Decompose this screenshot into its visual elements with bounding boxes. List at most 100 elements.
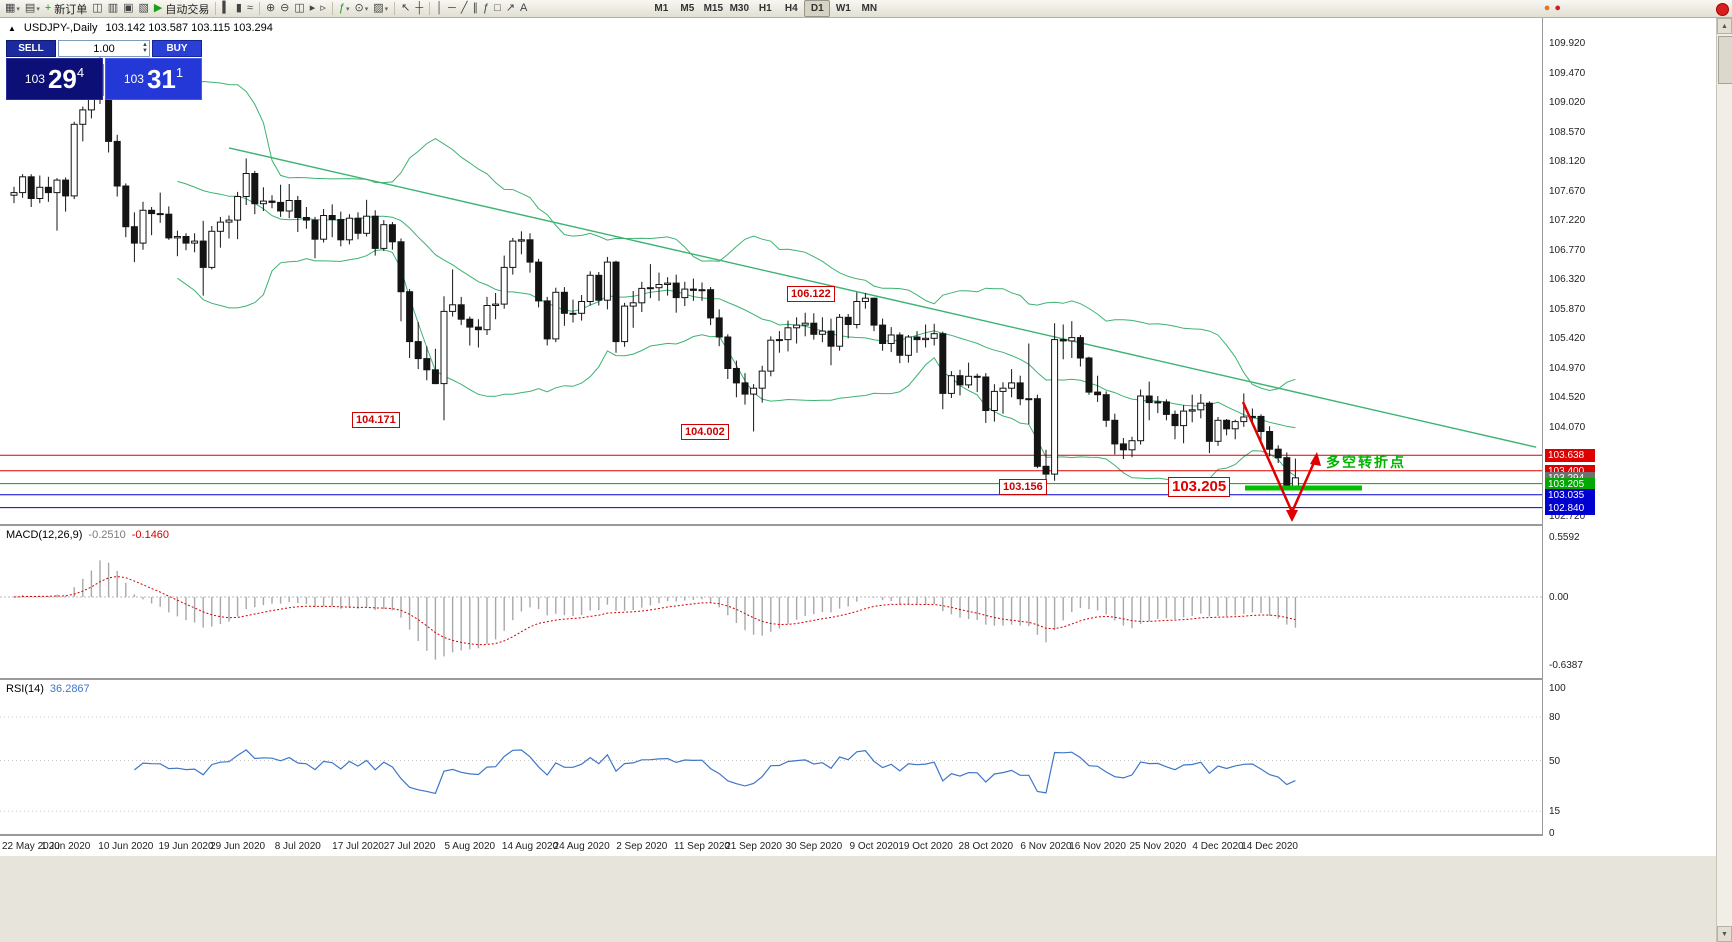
new-order-button[interactable]: + 新订单 [43, 1, 89, 16]
timeframe-m5-button[interactable]: M5 [680, 3, 695, 14]
price-label-106-122[interactable]: 106.122 [787, 286, 835, 302]
candle [148, 209, 156, 215]
zoom-in-button[interactable]: ⊕ [264, 1, 277, 16]
candle [922, 337, 930, 341]
timeframe-m30-button[interactable]: M30 [729, 3, 750, 14]
arrows-button[interactable]: ↗ [504, 1, 517, 16]
price-label-103-205[interactable]: 103.205 [1168, 477, 1231, 497]
trendline-button[interactable]: ╱ [459, 1, 470, 16]
timeframe-d1-button[interactable]: D1 [804, 0, 831, 17]
timeframe-m1-button[interactable]: M1 [654, 3, 669, 14]
candle [1214, 419, 1222, 442]
timeframe-m15-button[interactable]: M15 [703, 3, 724, 14]
candle [337, 219, 345, 241]
chart-shift-button-icon: ▹ [320, 2, 326, 14]
volume-up-icon[interactable]: ▲ [142, 42, 148, 48]
rsi-panel-canvas[interactable] [0, 680, 1542, 834]
equidistant-channel-button[interactable]: ∥ [470, 1, 480, 16]
autotrading-button[interactable]: ▶ 自动交易 [152, 1, 211, 16]
price-label-104-002[interactable]: 104.002 [681, 424, 729, 440]
timeframe-h4-button[interactable]: H4 [784, 3, 798, 14]
price-tick: 107.670 [1549, 185, 1586, 197]
date-label: 1 Jun 2020 [40, 841, 91, 852]
candle [750, 387, 758, 395]
scroll-down-icon[interactable]: ▼ [1717, 926, 1732, 942]
candle [1025, 398, 1033, 401]
line-chart-button[interactable]: ≈ [245, 1, 255, 16]
vertical-line-button-icon: │ [436, 2, 444, 14]
price-tick: 104.070 [1549, 421, 1586, 433]
reversal-arrow-up-head [1310, 452, 1321, 466]
turning-point-note[interactable]: 多空转折点 [1326, 454, 1406, 470]
candle [629, 302, 637, 307]
alert-indicator-icon[interactable] [1716, 3, 1729, 16]
candle [182, 236, 190, 244]
scroll-up-icon[interactable]: ▲ [1717, 18, 1732, 34]
crosshair-button[interactable]: ┼ [413, 1, 425, 16]
cursor-button[interactable]: ↖ [399, 1, 412, 16]
community-button[interactable]: ● [1542, 1, 1553, 16]
panel-separator[interactable] [0, 524, 1714, 526]
timeframe-w1-button[interactable]: W1 [835, 3, 851, 14]
toolbar-separator [429, 2, 431, 15]
candle [655, 284, 663, 289]
scrollbar-thumb[interactable] [1718, 36, 1732, 84]
time-scale[interactable]: 22 May 2020 1 Jun 2020 10 Jun 2020 19 Jun 2… [0, 836, 1714, 856]
alerts-button[interactable]: ● [1552, 1, 1563, 16]
descending-trendline[interactable] [228, 147, 1537, 448]
text-button[interactable]: A [518, 1, 529, 16]
price-label-104-171[interactable]: 104.171 [352, 412, 400, 428]
candle [1051, 339, 1059, 475]
candle [156, 213, 164, 216]
strategy-tester-button[interactable]: ▧ [137, 1, 151, 16]
price-label-103-156[interactable]: 103.156 [999, 479, 1047, 495]
candlestick-chart-button[interactable]: ▮ [234, 1, 244, 16]
candle [681, 288, 689, 299]
buy-price-display[interactable]: 103 31 1 [105, 58, 202, 100]
indicators-button[interactable]: ƒ ▾ [337, 1, 352, 16]
chart-shift-button[interactable]: ▹ [318, 1, 328, 16]
auto-scroll-button[interactable]: ▸ [308, 1, 318, 16]
periods-button[interactable]: ⊙ ▾ [353, 1, 371, 16]
candle [1162, 401, 1170, 415]
terminal-button[interactable]: ▣ [121, 1, 135, 16]
candle [363, 215, 371, 234]
candle [1085, 357, 1093, 393]
volume-input[interactable]: 1.00 ▲ ▼ [58, 40, 150, 57]
sell-price-display[interactable]: 103 29 4 [6, 58, 103, 100]
price-scale[interactable]: 109.920 109.470 109.020 108.570 108.120 107.6… [1543, 18, 1714, 839]
tile-windows-button[interactable]: ◫ [292, 1, 306, 16]
templates-button[interactable]: ▨ ▾ [371, 1, 390, 16]
fibonacci-retracement-button[interactable]: ƒ [481, 1, 491, 16]
timeframe-h1-button[interactable]: H1 [758, 3, 772, 14]
price-tag-103-035: 103.035 [1545, 488, 1595, 502]
shapes-button[interactable]: □ [492, 1, 503, 16]
reversal-arrow-segment[interactable] [1290, 457, 1318, 513]
zoom-out-button[interactable]: ⊖ [278, 1, 291, 16]
horizontal-line-button[interactable]: ─ [446, 1, 458, 16]
bar-chart-button[interactable]: ▍ [220, 1, 232, 16]
reversal-arrow-down-head [1286, 510, 1298, 522]
panel-separator[interactable] [0, 834, 1714, 836]
candle [1008, 382, 1016, 389]
sell-button[interactable]: SELL [6, 40, 56, 57]
new-chart-button[interactable]: ▦ ▾ [3, 1, 22, 16]
one-click-collapse-icon[interactable]: ▲ [8, 23, 16, 33]
volume-down-icon[interactable]: ▼ [142, 48, 148, 54]
panel-separator[interactable] [0, 678, 1714, 680]
buy-button[interactable]: BUY [152, 40, 202, 57]
vertical-line-button[interactable]: │ [434, 1, 445, 16]
vertical-scrollbar[interactable]: ▲ ▼ [1716, 18, 1732, 942]
market-watch-button[interactable]: ◫ [90, 1, 104, 16]
candle [578, 301, 586, 314]
reversal-arrow-segment[interactable] [1241, 401, 1294, 513]
candle [139, 209, 147, 244]
date-label: 29 Jun 2020 [210, 841, 266, 852]
timeframe-mn-button[interactable]: MN [861, 3, 878, 14]
macd-panel-canvas[interactable] [0, 526, 1542, 678]
rsi-name: RSI(14) [6, 683, 44, 695]
profiles-button[interactable]: ▤ ▾ [23, 1, 42, 16]
main-chart-canvas[interactable] [0, 18, 1542, 524]
navigator-button[interactable]: ▥ [106, 1, 120, 16]
